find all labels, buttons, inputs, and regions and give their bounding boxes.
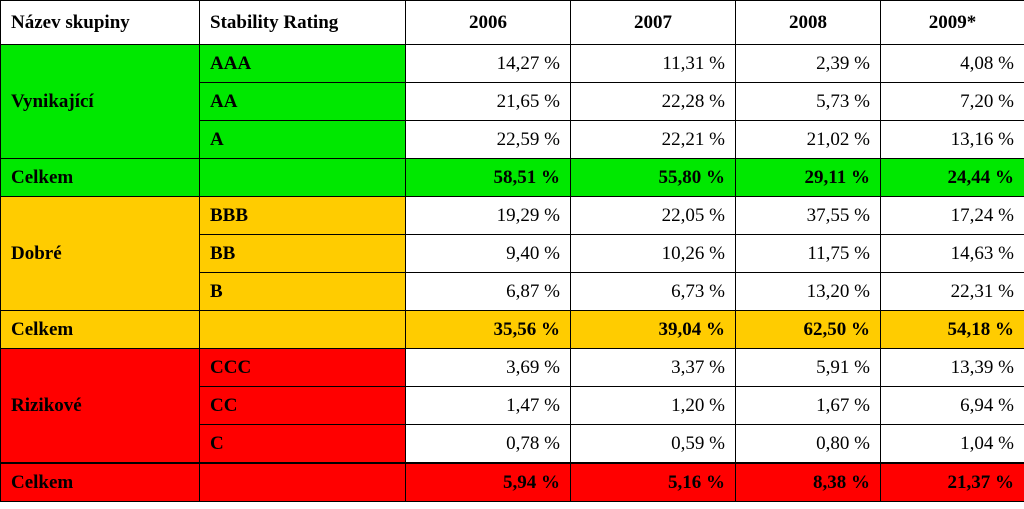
value-cell: 22,21 % — [570, 120, 736, 159]
table-row: BB 9,40 % 10,26 % 11,75 % 14,63 % — [1, 234, 1024, 273]
header-rating: Stability Rating — [199, 0, 406, 45]
total-rating-empty — [199, 158, 406, 197]
header-year-2006: 2006 — [405, 0, 571, 45]
total-value: 21,37 % — [880, 462, 1024, 502]
total-value: 5,16 % — [570, 462, 736, 502]
value-cell: 22,59 % — [405, 120, 571, 159]
value-cell: 21,02 % — [735, 120, 881, 159]
value-cell: 22,28 % — [570, 82, 736, 121]
total-row-excellent: Celkem 58,51 % 55,80 % 29,11 % 24,44 % — [0, 158, 1024, 197]
total-rating-empty — [199, 462, 406, 502]
value-cell: 11,75 % — [735, 234, 881, 273]
value-cell: 5,73 % — [735, 82, 881, 121]
table-row: CC 1,47 % 1,20 % 1,67 % 6,94 % — [1, 386, 1024, 425]
value-cell: 5,91 % — [735, 348, 881, 387]
value-cell: 0,80 % — [735, 424, 881, 464]
header-year-2008: 2008 — [735, 0, 881, 45]
value-cell: 0,78 % — [405, 424, 571, 464]
value-cell: 13,20 % — [735, 272, 881, 311]
table-row: Rizikové CCC 3,69 % 3,37 % 5,91 % 13,39 … — [0, 348, 1024, 464]
table-row: A 22,59 % 22,21 % 21,02 % 13,16 % — [1, 120, 1024, 159]
rating-label: B — [199, 272, 406, 311]
rating-label: AAA — [199, 44, 406, 83]
value-cell: 22,05 % — [570, 196, 736, 235]
value-cell: 2,39 % — [735, 44, 881, 83]
value-cell: 14,63 % — [880, 234, 1024, 273]
value-cell: 9,40 % — [405, 234, 571, 273]
value-cell: 6,73 % — [570, 272, 736, 311]
table-row: B 6,87 % 6,73 % 13,20 % 22,31 % — [1, 272, 1024, 311]
value-cell: 0,59 % — [570, 424, 736, 464]
header-year-2007: 2007 — [570, 0, 736, 45]
group-name-excellent: Vynikající — [0, 44, 200, 159]
value-cell: 17,24 % — [880, 196, 1024, 235]
rating-label: A — [199, 120, 406, 159]
value-cell: 37,55 % — [735, 196, 881, 235]
value-cell: 10,26 % — [570, 234, 736, 273]
total-row-risky: Celkem 5,94 % 5,16 % 8,38 % 21,37 % — [0, 462, 1024, 502]
rating-label: BBB — [199, 196, 406, 235]
total-value: 54,18 % — [880, 310, 1024, 349]
header-year-2009: 2009* — [880, 0, 1024, 45]
total-label: Celkem — [0, 462, 200, 502]
total-value: 8,38 % — [735, 462, 881, 502]
total-value: 5,94 % — [405, 462, 571, 502]
table-row: Vynikající AAA 14,27 % 11,31 % 2,39 % 4,… — [0, 44, 1024, 159]
header-group: Název skupiny — [0, 0, 200, 45]
total-value: 24,44 % — [880, 158, 1024, 197]
group-name-risky: Rizikové — [0, 348, 200, 464]
total-label: Celkem — [0, 158, 200, 197]
value-cell: 1,20 % — [570, 386, 736, 425]
table-row: Dobré BBB 19,29 % 22,05 % 37,55 % 17,24 … — [0, 196, 1024, 311]
value-cell: 13,39 % — [880, 348, 1024, 387]
group-name-good: Dobré — [0, 196, 200, 311]
value-cell: 13,16 % — [880, 120, 1024, 159]
total-row-good: Celkem 35,56 % 39,04 % 62,50 % 54,18 % — [0, 310, 1024, 349]
total-value: 35,56 % — [405, 310, 571, 349]
rating-label: BB — [199, 234, 406, 273]
rating-label: CCC — [199, 348, 406, 387]
value-cell: 22,31 % — [880, 272, 1024, 311]
value-cell: 14,27 % — [405, 44, 571, 83]
value-cell: 3,69 % — [405, 348, 571, 387]
value-cell: 4,08 % — [880, 44, 1024, 83]
table-row: C 0,78 % 0,59 % 0,80 % 1,04 % — [1, 424, 1024, 464]
value-cell: 1,47 % — [405, 386, 571, 425]
value-cell: 11,31 % — [570, 44, 736, 83]
value-cell: 6,87 % — [405, 272, 571, 311]
total-value: 55,80 % — [570, 158, 736, 197]
total-rating-empty — [199, 310, 406, 349]
total-label: Celkem — [0, 310, 200, 349]
value-cell: 19,29 % — [405, 196, 571, 235]
value-cell: 7,20 % — [880, 82, 1024, 121]
value-cell: 1,67 % — [735, 386, 881, 425]
value-cell: 3,37 % — [570, 348, 736, 387]
total-value: 39,04 % — [570, 310, 736, 349]
header-row: Název skupiny Stability Rating 2006 2007… — [0, 0, 1024, 45]
value-cell: 6,94 % — [880, 386, 1024, 425]
total-value: 58,51 % — [405, 158, 571, 197]
rating-label: C — [199, 424, 406, 464]
value-cell: 21,65 % — [405, 82, 571, 121]
total-value: 29,11 % — [735, 158, 881, 197]
total-value: 62,50 % — [735, 310, 881, 349]
rating-label: AA — [199, 82, 406, 121]
table-row: AA 21,65 % 22,28 % 5,73 % 7,20 % — [1, 82, 1024, 121]
rating-label: CC — [199, 386, 406, 425]
value-cell: 1,04 % — [880, 424, 1024, 464]
